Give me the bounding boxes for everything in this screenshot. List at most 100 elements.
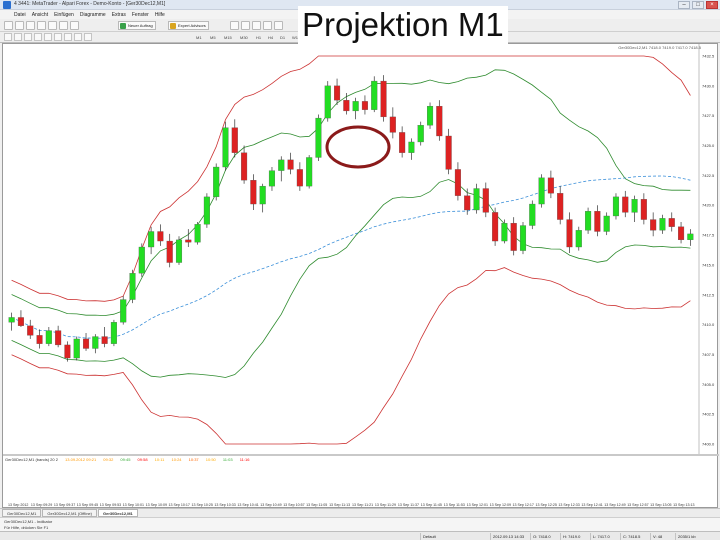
chart-window[interactable]: 7432.5 7430.0 7427.5 7425.0 7422.5 7420.0 7417… xyxy=(2,43,719,509)
minimize-icon[interactable]: – xyxy=(678,1,690,9)
candle-body xyxy=(417,125,424,143)
line-chart-icon[interactable] xyxy=(252,21,261,30)
candle xyxy=(361,95,368,115)
navigator-row-1[interactable]: Ger30Dec12,M1 - Indikator xyxy=(4,519,53,524)
indicator-name: Ger30Dec12,M1 (bands) 20 2 xyxy=(5,457,58,462)
menu-help[interactable]: Hilfe xyxy=(154,11,165,18)
cursor-icon[interactable] xyxy=(4,33,12,41)
menu-tools[interactable]: Extras xyxy=(111,11,126,18)
menu-file[interactable]: Datei xyxy=(14,11,26,18)
new-chart-icon[interactable] xyxy=(4,21,13,30)
candle xyxy=(343,93,350,115)
candle xyxy=(203,193,210,228)
candle xyxy=(185,229,192,248)
candle-body xyxy=(166,240,173,263)
candle-body xyxy=(482,188,489,213)
strategy-tester-icon[interactable] xyxy=(70,21,79,30)
price-chart[interactable]: 7432.5 7430.0 7427.5 7425.0 7422.5 7420.0 7417… xyxy=(3,44,719,509)
tf-m1[interactable]: M1 xyxy=(196,35,202,40)
candle xyxy=(473,183,480,214)
menu-insert[interactable]: Einfügen xyxy=(54,11,74,18)
vertical-line-icon[interactable] xyxy=(24,33,32,41)
candle-body xyxy=(529,203,536,226)
candle xyxy=(55,325,62,348)
data-window-icon[interactable] xyxy=(37,21,46,30)
trendline-icon[interactable] xyxy=(44,33,52,41)
candle-body xyxy=(612,196,620,217)
time-tick-label: 13 Sep 09:53 xyxy=(100,503,121,507)
candlestick-icon[interactable] xyxy=(241,21,250,30)
candle-body xyxy=(436,105,443,137)
time-tick-label: 13 Sep 10:33 xyxy=(214,503,235,507)
panel-separator[interactable] xyxy=(3,454,719,456)
price-tick-label: 7405.0 xyxy=(702,382,715,387)
time-tick-label: 13 Sep 12:41 xyxy=(581,503,602,507)
indicator-legend-items: 13.09.2012 09:21 09:32 09:45 09:58 10:11… xyxy=(59,457,249,462)
candle xyxy=(92,334,99,354)
menu-view[interactable]: Ansicht xyxy=(31,11,49,18)
candle xyxy=(659,214,666,234)
new-order-button[interactable]: Neuer Auftrag xyxy=(118,21,156,30)
candle-body xyxy=(371,80,378,110)
legend-item: 13.09.2012 09:21 xyxy=(65,457,97,462)
candle xyxy=(73,336,80,361)
status-low: L: 7417.0 xyxy=(590,533,620,540)
zoom-out-icon[interactable] xyxy=(274,21,283,30)
arrow-tool-icon[interactable] xyxy=(84,33,92,41)
expert-advisors-button[interactable]: Expert Advisors xyxy=(168,21,209,30)
crosshair-icon[interactable] xyxy=(14,33,22,41)
ma-blue-line xyxy=(11,175,691,339)
channel-icon[interactable] xyxy=(54,33,62,41)
chart-tab-1[interactable]: Ger30Dec12,M1 xyxy=(2,509,42,517)
tf-w1[interactable]: W1 xyxy=(292,35,298,40)
status-bar: Default 2012.09.13 14:33 O: 7418.0 H: 74… xyxy=(0,531,720,540)
candle-body xyxy=(101,336,108,344)
time-tick-label: 13 Sep 12:01 xyxy=(467,503,488,507)
tf-m15[interactable]: M15 xyxy=(224,35,232,40)
price-tick-label: 7425.0 xyxy=(702,143,715,148)
bar-chart-icon[interactable] xyxy=(230,21,239,30)
market-watch-icon[interactable] xyxy=(26,21,35,30)
status-high: H: 7419.0 xyxy=(560,533,590,540)
candle-body xyxy=(110,322,117,344)
time-tick-label: 13 Sep 11:29 xyxy=(375,503,396,507)
tf-h4[interactable]: H4 xyxy=(268,35,274,40)
candle-body xyxy=(547,177,554,194)
time-tick-label: 13 Sep 09:29 xyxy=(31,503,52,507)
zoom-in-icon[interactable] xyxy=(263,21,272,30)
price-tick-label: 7422.5 xyxy=(702,173,715,178)
text-tool-icon[interactable] xyxy=(74,33,82,41)
status-close: C: 7418.5 xyxy=(620,533,650,540)
candle-body xyxy=(473,188,480,211)
fibonacci-icon[interactable] xyxy=(64,33,72,41)
profiles-icon[interactable] xyxy=(15,21,24,30)
candle-body xyxy=(687,233,694,241)
candle xyxy=(120,295,127,325)
menu-charts[interactable]: Diagramme xyxy=(79,11,106,18)
candle-body xyxy=(557,193,564,220)
terminal-icon[interactable] xyxy=(59,21,68,30)
tf-d1[interactable]: D1 xyxy=(280,35,286,40)
candle xyxy=(36,329,43,349)
candle xyxy=(566,212,573,253)
tf-m30[interactable]: M30 xyxy=(240,35,248,40)
horizontal-line-icon[interactable] xyxy=(34,33,42,41)
maximize-icon[interactable]: □ xyxy=(692,1,704,9)
menu-window[interactable]: Fenster xyxy=(131,11,149,18)
chart-tab-3[interactable]: Ger30Dec12,M1 xyxy=(97,509,138,517)
time-tick-label: 13 Sep 09:37 xyxy=(54,503,75,507)
time-tick-label: 13 Sep 10:01 xyxy=(123,503,144,507)
chart-tab-2[interactable]: Ger30Dec12,M1 (Offline) xyxy=(42,509,97,517)
close-icon[interactable]: × xyxy=(706,1,718,9)
candle-body xyxy=(343,100,350,112)
tf-h1[interactable]: H1 xyxy=(256,35,262,40)
legend-item: 10:11 xyxy=(153,457,165,462)
candle xyxy=(389,107,396,139)
price-tick-label: 7430.0 xyxy=(702,83,715,88)
navigator-icon[interactable] xyxy=(48,21,57,30)
time-tick-label: 13 Sep 11:13 xyxy=(329,503,350,507)
candle xyxy=(631,195,638,222)
status-traffic: 2035/1 kb xyxy=(675,533,720,540)
candle xyxy=(612,193,620,220)
tf-m5[interactable]: M5 xyxy=(210,35,216,40)
